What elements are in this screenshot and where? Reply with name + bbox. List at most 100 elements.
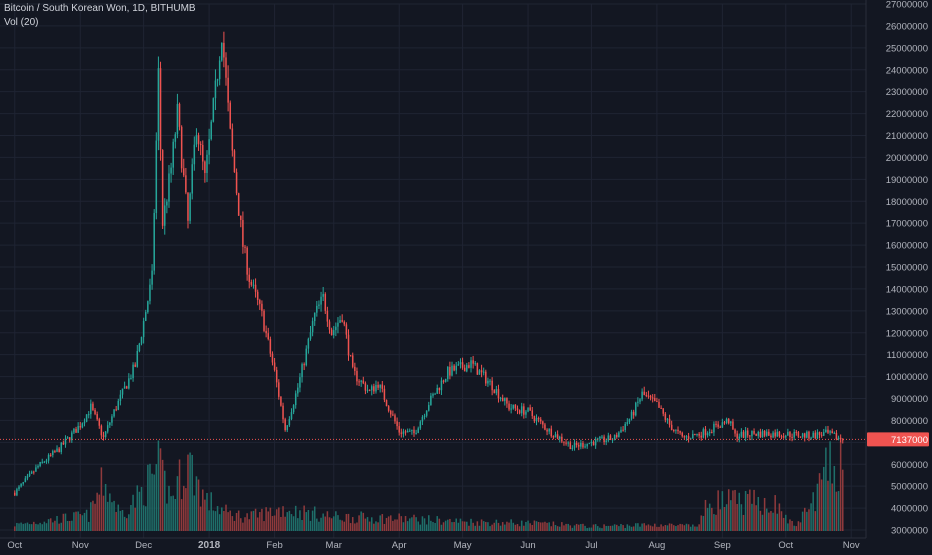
candle-body bbox=[113, 409, 115, 417]
candle-body bbox=[504, 397, 506, 402]
volume-bar bbox=[677, 525, 679, 531]
volume-bar bbox=[508, 522, 510, 531]
candle-body bbox=[81, 423, 84, 428]
candle-body bbox=[90, 403, 92, 415]
candle-body bbox=[208, 139, 210, 155]
candle-body bbox=[478, 370, 481, 375]
candle-body bbox=[812, 432, 814, 438]
volume-bar bbox=[140, 486, 143, 531]
volume-bar bbox=[755, 505, 757, 531]
volume-bar bbox=[759, 510, 762, 531]
volume-legend[interactable]: Vol (20) bbox=[4, 17, 39, 28]
candle-body bbox=[100, 425, 103, 436]
volume-bar bbox=[185, 488, 187, 531]
candle-body bbox=[134, 364, 136, 367]
volume-bar bbox=[326, 511, 329, 531]
price-tick-label: 6000000 bbox=[891, 460, 928, 471]
candle-body bbox=[195, 135, 198, 145]
candle-body bbox=[370, 386, 373, 391]
candle-body bbox=[144, 312, 147, 322]
volume-bar bbox=[799, 522, 802, 531]
candle-body bbox=[584, 446, 586, 448]
candle-body bbox=[447, 366, 449, 379]
candle-body bbox=[801, 433, 804, 437]
candle-body bbox=[721, 422, 724, 428]
candle-body bbox=[231, 128, 234, 151]
candle-body bbox=[700, 435, 703, 438]
candle-body bbox=[263, 310, 265, 331]
candle-body bbox=[523, 406, 525, 415]
candle-body bbox=[592, 441, 595, 446]
candle-body bbox=[470, 360, 472, 368]
candle-body bbox=[252, 284, 255, 286]
candle-body bbox=[664, 413, 667, 420]
volume-bar bbox=[696, 526, 698, 531]
volume-bar bbox=[151, 473, 153, 531]
volume-bar bbox=[778, 503, 781, 531]
volume-bar bbox=[569, 525, 572, 531]
candle-body bbox=[444, 378, 447, 382]
candle-body bbox=[485, 371, 487, 384]
candle-body bbox=[373, 386, 375, 392]
volume-bar bbox=[119, 510, 122, 531]
candle-body bbox=[68, 437, 71, 441]
candle-body bbox=[115, 409, 117, 411]
volume-bar bbox=[125, 518, 128, 531]
volume-bar bbox=[136, 485, 139, 531]
candle-body bbox=[753, 431, 755, 434]
volume-bar bbox=[711, 507, 713, 531]
candle-body bbox=[307, 338, 310, 349]
price-tick-label: 12000000 bbox=[886, 328, 928, 339]
volume-bar bbox=[235, 512, 238, 531]
volume-bar bbox=[548, 522, 550, 531]
volume-bar bbox=[839, 440, 842, 531]
candle-body bbox=[649, 395, 652, 398]
volume-bar bbox=[706, 507, 709, 531]
candle-body bbox=[698, 433, 700, 436]
candle-body bbox=[166, 201, 168, 206]
candle-body bbox=[588, 443, 591, 445]
candle-body bbox=[351, 355, 354, 367]
price-tick-label: 16000000 bbox=[886, 241, 928, 252]
volume-bar bbox=[178, 459, 181, 531]
volume-bar bbox=[544, 521, 546, 531]
volume-bar bbox=[789, 519, 791, 531]
volume-bar bbox=[637, 523, 639, 531]
volume-bar bbox=[702, 515, 705, 531]
volume-bar bbox=[417, 521, 419, 531]
volume-bar bbox=[94, 503, 96, 531]
volume-bar bbox=[820, 479, 823, 531]
time-axis[interactable]: Oct Nov Dec 2018 Feb Mar Apr May Jun Jul Aug Sep Oct… bbox=[0, 537, 866, 551]
volume-bar bbox=[332, 516, 335, 531]
volume-bar bbox=[68, 520, 71, 531]
time-tick-label: Aug bbox=[648, 540, 665, 550]
candle-body bbox=[797, 432, 800, 437]
candle-body bbox=[387, 406, 390, 411]
candle-body bbox=[635, 402, 637, 416]
candle-body bbox=[189, 193, 191, 221]
candle-body bbox=[512, 404, 515, 409]
candle-body bbox=[770, 435, 772, 438]
candle-body bbox=[109, 422, 111, 426]
candle-body bbox=[727, 418, 730, 424]
candle-body bbox=[278, 382, 280, 397]
volume-bar bbox=[797, 521, 800, 531]
candle-body bbox=[288, 418, 291, 426]
symbol-title[interactable]: Bitcoin / South Korean Won, 1D, BITHUMB bbox=[4, 3, 196, 14]
volume-bar bbox=[518, 526, 521, 531]
grid bbox=[0, 3, 866, 538]
price-axis[interactable]: 3000000 4000000 5000000 6000000 8000000 90000… bbox=[865, 0, 932, 550]
volume-bar bbox=[297, 518, 299, 531]
candle-body bbox=[282, 405, 284, 420]
volume-bar bbox=[734, 489, 736, 531]
candle-body bbox=[673, 429, 675, 431]
volume-bar bbox=[35, 523, 37, 531]
candle-body bbox=[730, 421, 732, 424]
volume-bar bbox=[147, 464, 149, 531]
volume-bar bbox=[189, 452, 191, 531]
candle-body bbox=[495, 389, 498, 394]
candle-body bbox=[197, 135, 200, 144]
volume-bar bbox=[288, 510, 291, 531]
